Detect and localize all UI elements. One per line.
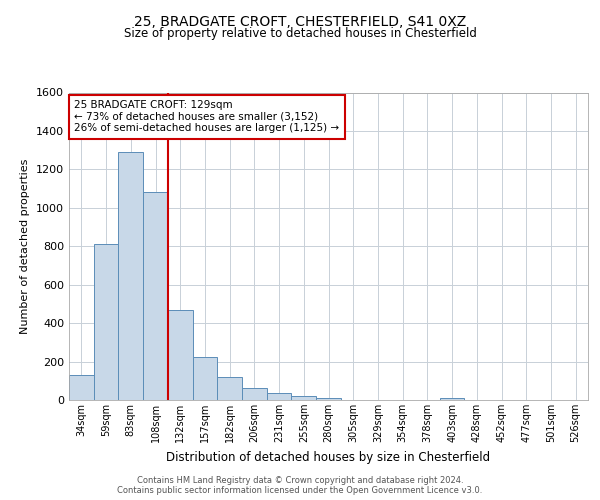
Text: Contains HM Land Registry data © Crown copyright and database right 2024.
Contai: Contains HM Land Registry data © Crown c… xyxy=(118,476,482,495)
Bar xyxy=(193,357,217,400)
Bar xyxy=(292,396,316,400)
Bar xyxy=(242,388,267,400)
Y-axis label: Number of detached properties: Number of detached properties xyxy=(20,158,31,334)
Bar xyxy=(168,310,193,400)
Bar xyxy=(440,398,464,400)
Bar xyxy=(118,152,143,400)
Text: 25, BRADGATE CROFT, CHESTERFIELD, S41 0XZ: 25, BRADGATE CROFT, CHESTERFIELD, S41 0X… xyxy=(134,15,466,29)
Bar xyxy=(94,244,118,400)
Text: Size of property relative to detached houses in Chesterfield: Size of property relative to detached ho… xyxy=(124,28,476,40)
Bar xyxy=(217,377,242,400)
Bar xyxy=(267,392,292,400)
X-axis label: Distribution of detached houses by size in Chesterfield: Distribution of detached houses by size … xyxy=(166,450,491,464)
Bar xyxy=(143,192,168,400)
Text: 25 BRADGATE CROFT: 129sqm
← 73% of detached houses are smaller (3,152)
26% of se: 25 BRADGATE CROFT: 129sqm ← 73% of detac… xyxy=(74,100,340,134)
Bar xyxy=(69,375,94,400)
Bar xyxy=(316,398,341,400)
